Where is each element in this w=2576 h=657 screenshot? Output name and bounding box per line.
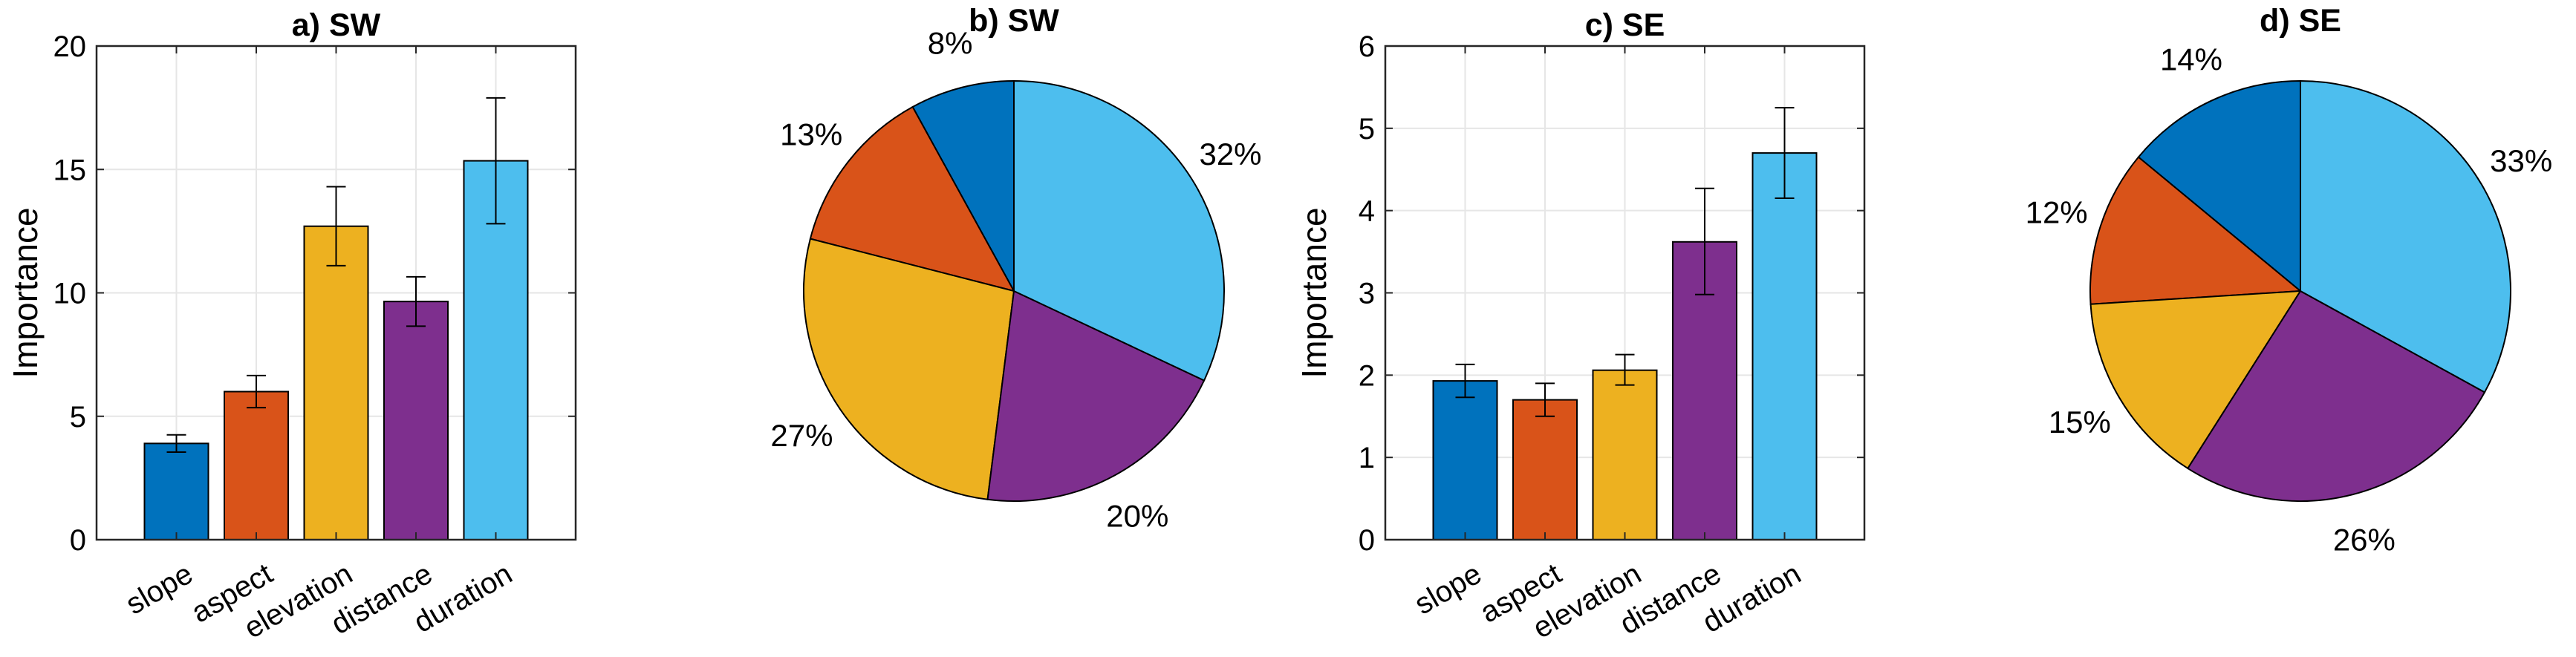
y-tick-label: 1 [1359,442,1375,474]
panel-a-title: a) SW [292,7,381,43]
pie-label-slope: 14% [2160,42,2222,77]
pie-label-distance: 26% [2333,522,2396,557]
pie-slice-elevation [2089,290,2302,470]
panel-c-bar-chart: c) SE Importance 0123456slopeaspecteleva… [1295,7,1866,645]
bar-elevation [303,225,369,540]
y-tick-label: 5 [70,401,86,434]
pie-label-aspect: 12% [2026,195,2088,229]
pie-slice-duration [2300,79,2511,393]
pie-slice-duration [1013,79,1226,382]
pie-label-distance: 20% [1106,499,1168,534]
pie-label-duration: 32% [1199,137,1261,171]
pie-slice-aspect [2089,156,2303,305]
pie-slice-slope [2137,79,2301,293]
x-tick-label-slope: slope [1409,558,1487,621]
bar-elevation [1592,369,1658,540]
y-tick-label: 4 [1359,195,1375,228]
bar-aspect [1512,399,1578,540]
pie-slice-elevation [803,238,1015,500]
panel-c-y-axis-label: Importance [1295,207,1333,378]
pie-label-elevation: 15% [2049,405,2111,439]
y-tick-label: 5 [1359,113,1375,146]
y-tick-label: 2 [1359,359,1375,392]
pie-label-aspect: 13% [780,117,842,151]
pie-slice-distance [2186,290,2486,502]
y-tick-label: 3 [1359,278,1375,310]
panel-d-title: d) SE [2260,3,2341,39]
y-tick-label: 0 [1359,524,1375,557]
pie-slice-aspect [809,105,1015,292]
panel-b-title: b) SW [969,3,1059,39]
pie-label-duration: 33% [2490,143,2552,178]
panel-b-pie-chart: b) SW 8% 13% 27% 20% 32% [770,3,1261,534]
pie-label-slope: 8% [928,26,973,61]
y-tick-label: 10 [53,278,87,310]
y-tick-label: 6 [1359,30,1375,63]
panel-d-pie-chart: d) SE 14% 12% 15% 26% 33% [2026,3,2553,557]
bar-distance [383,301,449,540]
x-tick-label-slope: slope [120,558,198,621]
y-tick-label: 20 [53,30,87,63]
pie-slice-distance [986,290,1206,502]
bar-aspect [224,390,289,540]
panel-a-y-axis-label: Importance [6,207,45,378]
bar-slope [143,442,209,541]
panel-a-bar-chart: a) SW Importance 05101520slopeaspectelev… [6,7,577,645]
pie-slice-slope [911,79,1015,292]
pie-label-elevation: 27% [770,418,833,453]
bar-slope [1432,380,1498,541]
y-tick-label: 15 [53,154,87,186]
bar-duration [1752,152,1818,541]
y-tick-label: 0 [70,524,86,557]
panel-c-title: c) SE [1585,7,1665,43]
